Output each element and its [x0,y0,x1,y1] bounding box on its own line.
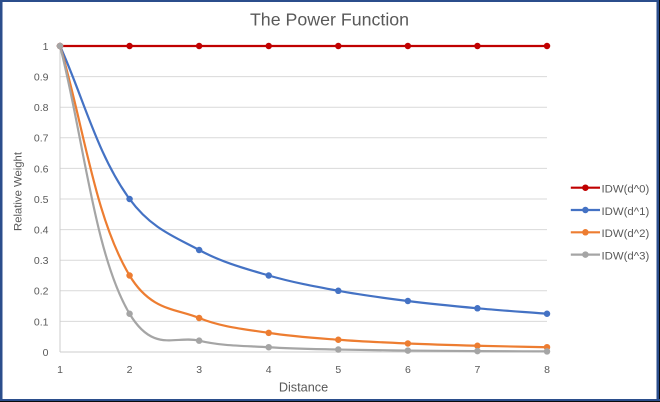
svg-text:1: 1 [57,364,63,376]
svg-text:Relative Weight: Relative Weight [13,151,25,231]
svg-text:0.6: 0.6 [34,163,49,175]
svg-text:0.3: 0.3 [34,255,49,267]
svg-text:IDW(d^2): IDW(d^2) [602,228,650,240]
svg-text:7: 7 [475,364,481,376]
svg-text:0.8: 0.8 [34,102,49,114]
svg-text:2: 2 [127,364,133,376]
svg-text:0: 0 [43,347,49,359]
svg-text:IDW(d^0): IDW(d^0) [602,184,650,196]
svg-text:1: 1 [43,41,49,53]
svg-text:0.5: 0.5 [34,194,49,206]
svg-text:IDW(d^1): IDW(d^1) [602,206,650,218]
svg-text:0.7: 0.7 [34,133,49,145]
svg-text:3: 3 [196,364,202,376]
svg-text:4: 4 [266,364,272,376]
svg-text:6: 6 [405,364,411,376]
svg-text:The Power Function: The Power Function [250,10,409,30]
svg-text:Distance: Distance [279,381,328,395]
svg-text:0.2: 0.2 [34,286,49,298]
svg-text:0.9: 0.9 [34,72,49,84]
svg-text:5: 5 [335,364,341,376]
svg-text:8: 8 [544,364,550,376]
svg-text:0.4: 0.4 [34,225,49,237]
svg-text:IDW(d^3): IDW(d^3) [602,251,650,263]
svg-text:0.1: 0.1 [34,316,49,328]
